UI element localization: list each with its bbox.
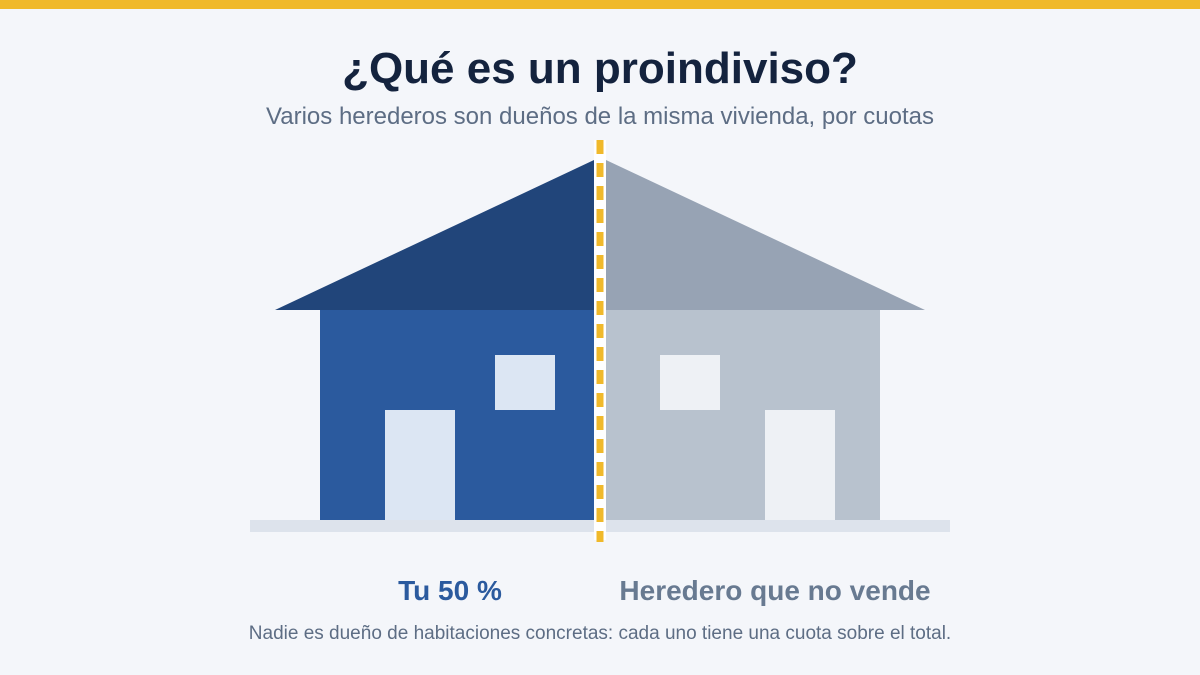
window-right — [660, 355, 720, 410]
subtitle: Varios herederos son dueños de la misma … — [266, 103, 934, 130]
roof-right — [606, 160, 925, 310]
wall-right — [606, 310, 880, 520]
label-left: Tu 50 % — [398, 575, 502, 606]
footnote: Nadie es dueño de habitaciones concretas… — [248, 623, 952, 644]
window-left — [495, 355, 555, 410]
top-bar — [0, 0, 1200, 9]
roof-left — [275, 160, 594, 310]
title: ¿Qué es un proindiviso? — [342, 44, 858, 93]
label-right: Heredero que no vende — [619, 575, 931, 606]
door-left — [385, 410, 455, 520]
door-right — [765, 410, 835, 520]
wall-left — [320, 310, 594, 520]
